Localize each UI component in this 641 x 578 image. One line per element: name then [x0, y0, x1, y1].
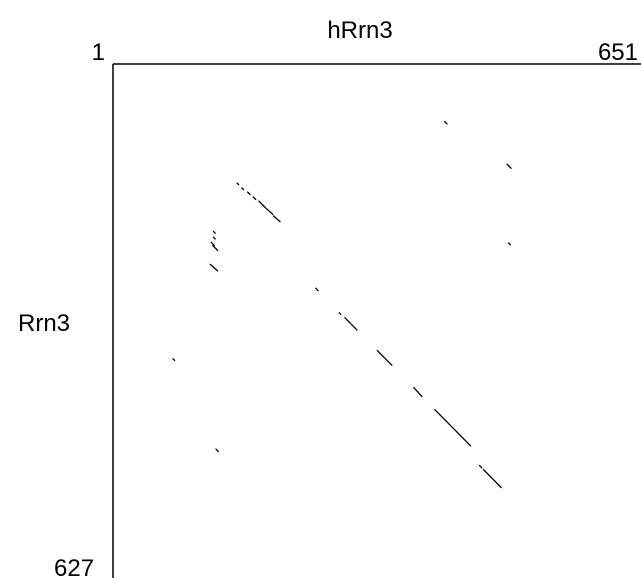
alignment-segment-16	[315, 287, 319, 292]
alignment-segment-21	[383, 357, 393, 366]
alignment-segment-17	[338, 312, 342, 316]
alignment-segment-5	[246, 191, 251, 196]
alignment-segment-18	[344, 317, 352, 325]
alignment-segment-13	[212, 244, 219, 252]
x-tick-end: 651	[598, 39, 638, 66]
x-tick-start: 1	[92, 39, 105, 66]
alignment-segment-1	[443, 120, 448, 125]
alignment-segment-8	[265, 207, 274, 215]
alignment-segment-14	[209, 263, 219, 272]
alignment-segment-6	[252, 196, 257, 201]
x-axis-label: hRrn3	[327, 17, 392, 44]
alignment-segment-11	[212, 236, 216, 240]
alignment-segment-23	[413, 386, 423, 398]
alignment-segment-10	[212, 230, 216, 234]
alignment-segment-3	[236, 182, 240, 186]
alignment-segment-20	[376, 349, 385, 358]
alignment-segment-19	[350, 323, 358, 331]
alignment-segment-4	[241, 187, 245, 191]
alignment-segment-12	[210, 241, 215, 247]
alignment-segments	[172, 120, 512, 489]
y-axis-label: Rrn3	[18, 310, 70, 337]
y-tick-end: 627	[54, 555, 94, 578]
alignment-segment-27	[482, 468, 503, 489]
alignment-segment-7	[258, 200, 267, 209]
alignment-segment-15	[508, 242, 511, 246]
alignment-segment-24	[434, 409, 472, 447]
alignment-segment-26	[478, 464, 483, 469]
alignment-segment-9	[272, 215, 281, 223]
alignment-segment-2	[506, 163, 512, 169]
alignment-segment-25	[215, 448, 220, 453]
alignment-segment-22	[172, 358, 176, 362]
